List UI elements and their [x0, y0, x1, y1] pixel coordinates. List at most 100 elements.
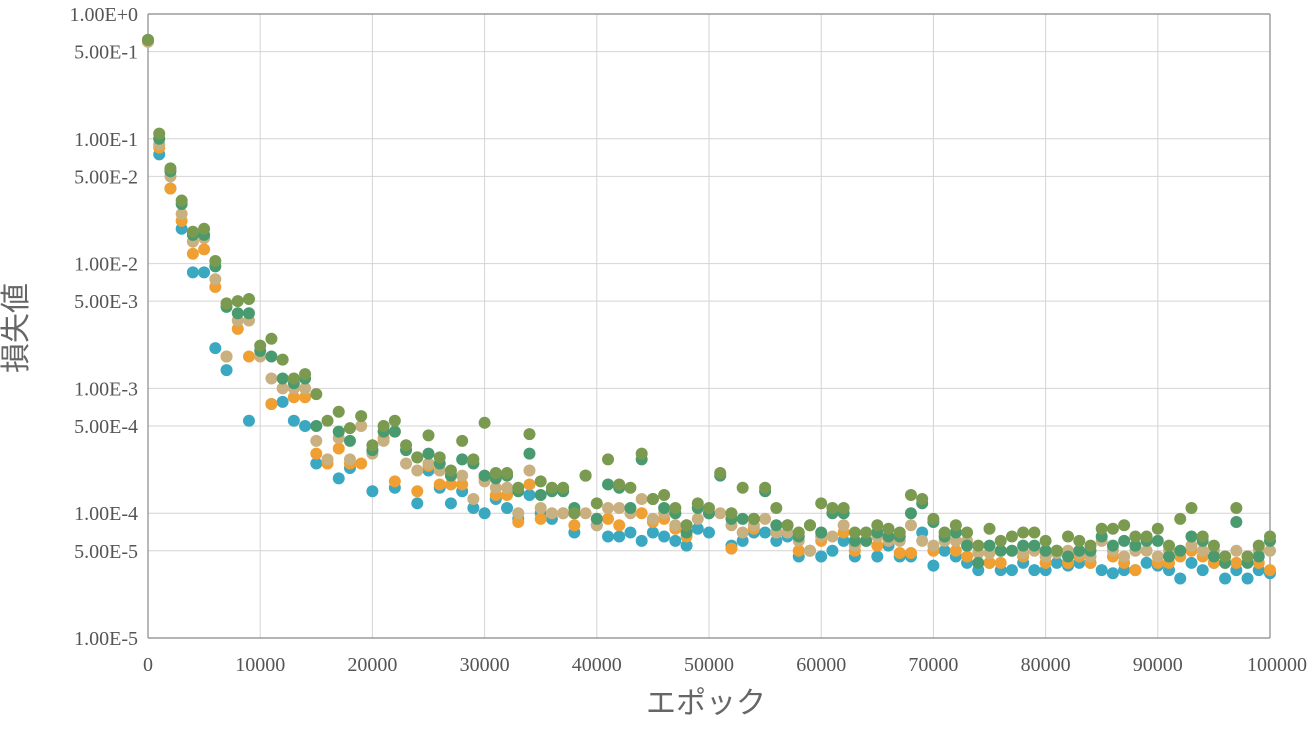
- data-point: [332, 405, 345, 418]
- data-point: [602, 512, 615, 525]
- data-point: [815, 526, 828, 539]
- data-point: [467, 453, 480, 466]
- data-point: [276, 395, 289, 408]
- data-point: [422, 457, 435, 470]
- y-tick-labels: 1.00E+0 5.00E-1 1.00E-1 5.00E-2 1.00E-2 5.00E…: [70, 4, 139, 650]
- data-point: [703, 502, 715, 515]
- data-point: [826, 544, 839, 557]
- data-point: [287, 372, 300, 385]
- data-point: [332, 442, 345, 455]
- data-point: [826, 502, 839, 515]
- data-point: [691, 512, 704, 525]
- data-point: [265, 397, 278, 410]
- data-point: [770, 502, 783, 515]
- data-point: [355, 410, 368, 423]
- data-point: [343, 422, 356, 435]
- data-point: [725, 507, 738, 520]
- x-tick-label: 40000: [572, 654, 622, 676]
- data-point: [1219, 572, 1232, 585]
- data-point: [242, 307, 255, 320]
- data-point: [142, 33, 154, 46]
- data-point: [478, 469, 491, 482]
- data-point: [411, 451, 424, 464]
- data-point: [669, 502, 682, 515]
- data-point: [848, 534, 861, 547]
- data-point: [557, 507, 570, 520]
- data-point: [1252, 550, 1265, 563]
- data-point: [961, 526, 974, 539]
- data-point: [949, 534, 962, 547]
- data-point: [186, 247, 199, 260]
- data-point: [837, 502, 850, 515]
- data-point: [602, 502, 615, 515]
- data-point: [534, 512, 547, 525]
- data-point: [1017, 526, 1030, 539]
- data-point: [1062, 550, 1075, 563]
- x-tick-label: 80000: [1021, 654, 1071, 676]
- data-point: [613, 530, 626, 543]
- data-point: [467, 492, 480, 505]
- x-axis-title: エポック: [646, 686, 766, 721]
- data-point: [242, 414, 255, 427]
- data-point: [949, 519, 962, 532]
- data-point: [456, 434, 469, 447]
- data-point: [310, 447, 323, 460]
- data-point: [489, 481, 502, 494]
- data-point: [1185, 556, 1198, 569]
- data-point: [1129, 530, 1142, 543]
- data-point: [332, 425, 345, 438]
- data-point: [1241, 572, 1254, 585]
- data-point: [1151, 522, 1164, 535]
- data-point: [1230, 556, 1243, 569]
- data-point: [860, 534, 873, 547]
- data-point: [1196, 544, 1209, 557]
- data-point: [983, 522, 996, 535]
- y-tick-label: 5.00E-4: [74, 416, 138, 438]
- data-point: [961, 550, 974, 563]
- data-point: [1264, 530, 1276, 543]
- data-point: [736, 481, 749, 494]
- data-point: [938, 526, 951, 539]
- data-point: [680, 539, 693, 552]
- data-point: [388, 475, 401, 488]
- data-point: [904, 507, 917, 520]
- data-point: [1017, 539, 1030, 552]
- y-tick-label: 1.00E-2: [74, 254, 138, 276]
- data-point: [411, 485, 424, 498]
- data-point: [366, 485, 379, 498]
- data-point: [265, 350, 278, 363]
- series-5: [142, 33, 1276, 563]
- data-point: [175, 194, 188, 207]
- data-point: [759, 526, 772, 539]
- data-point: [1174, 572, 1187, 585]
- data-point: [781, 519, 794, 532]
- x-tick-label: 10000: [235, 654, 285, 676]
- data-point: [1005, 530, 1018, 543]
- data-point: [893, 546, 906, 559]
- data-point: [837, 519, 850, 532]
- data-point: [444, 464, 457, 477]
- data-point: [198, 243, 211, 256]
- data-point: [1129, 539, 1142, 552]
- data-point: [1073, 544, 1086, 557]
- x-tick-label: 60000: [796, 654, 846, 676]
- data-point: [377, 419, 390, 432]
- data-point: [1118, 550, 1131, 563]
- data-point: [242, 350, 255, 363]
- data-point: [456, 469, 469, 482]
- data-point: [1095, 564, 1108, 577]
- data-point: [265, 332, 278, 345]
- data-point: [803, 544, 816, 557]
- y-tick-label: 1.00E-3: [74, 378, 138, 400]
- data-point: [1118, 519, 1131, 532]
- x-tick-label: 20000: [347, 654, 397, 676]
- data-point: [691, 522, 704, 535]
- data-point: [1219, 550, 1232, 563]
- data-point: [658, 488, 671, 501]
- data-point: [242, 293, 255, 306]
- data-point: [871, 550, 884, 563]
- data-point: [1151, 534, 1164, 547]
- data-point: [400, 439, 413, 452]
- data-point: [287, 391, 300, 404]
- data-point: [1163, 539, 1176, 552]
